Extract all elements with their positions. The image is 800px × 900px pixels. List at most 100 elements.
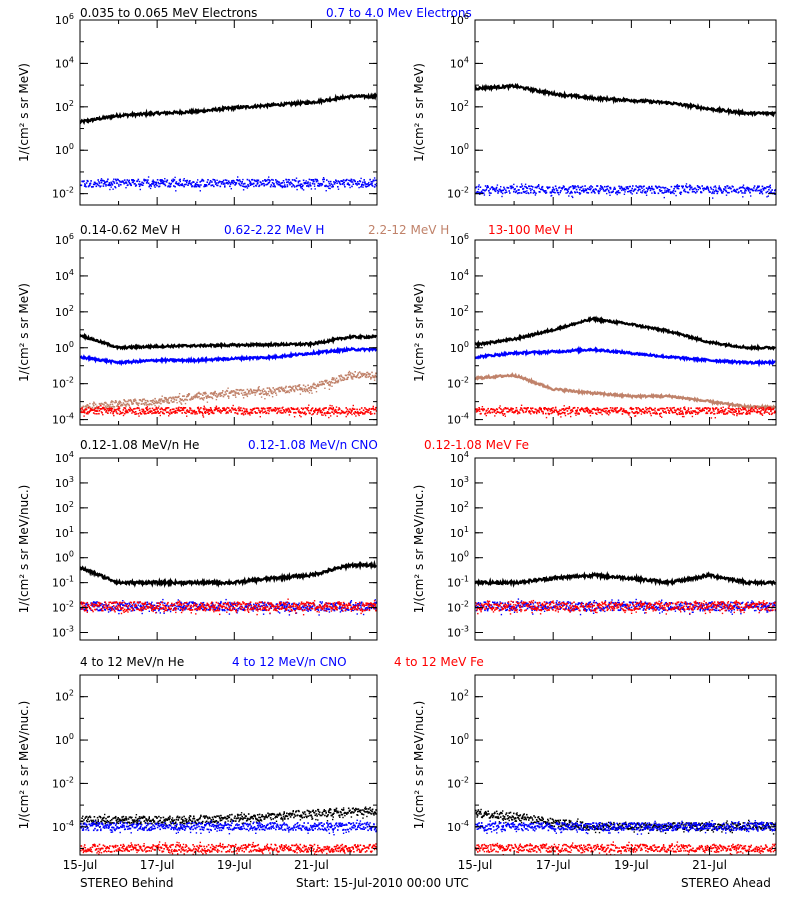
point [538, 606, 540, 608]
point [372, 405, 374, 408]
point [142, 409, 145, 412]
point [233, 607, 236, 609]
point [348, 411, 351, 413]
point [355, 604, 357, 606]
point [515, 190, 518, 192]
point [113, 414, 115, 417]
point [299, 411, 302, 413]
point [584, 605, 586, 608]
point [130, 184, 132, 187]
point [290, 389, 292, 391]
point [514, 411, 516, 413]
point [194, 184, 196, 187]
point [477, 409, 480, 411]
point [361, 610, 364, 613]
point [375, 601, 377, 604]
point [483, 194, 486, 196]
point [309, 385, 312, 388]
point [212, 178, 214, 181]
point [697, 413, 699, 415]
point [200, 607, 203, 610]
point [179, 178, 181, 181]
point [728, 410, 731, 413]
point [113, 410, 116, 412]
point [216, 179, 218, 181]
point [330, 608, 333, 610]
point [125, 409, 127, 411]
point [296, 605, 298, 607]
point [294, 606, 296, 608]
point [242, 601, 244, 603]
point [757, 411, 760, 413]
point [253, 182, 255, 185]
point [100, 181, 103, 184]
point [588, 412, 590, 414]
point [526, 190, 528, 192]
point [255, 604, 258, 606]
point [128, 409, 130, 411]
point [263, 604, 265, 606]
point [597, 605, 599, 608]
point [169, 396, 172, 399]
point [370, 607, 373, 610]
point [360, 608, 363, 610]
point [694, 192, 697, 194]
point [280, 602, 282, 604]
point [277, 611, 280, 613]
point [165, 607, 167, 609]
point [342, 376, 344, 379]
point [158, 605, 160, 607]
point [231, 604, 234, 606]
point [691, 415, 694, 418]
point [362, 608, 364, 611]
point [289, 183, 291, 186]
point [629, 185, 631, 188]
point [155, 412, 157, 414]
point [770, 192, 773, 194]
point [285, 408, 287, 410]
point [545, 601, 548, 604]
point [496, 189, 499, 192]
point [358, 183, 360, 185]
point [567, 190, 569, 193]
point [198, 184, 200, 186]
point [641, 187, 643, 190]
point [354, 180, 356, 183]
point [323, 605, 325, 607]
point [749, 409, 751, 412]
point [137, 608, 139, 610]
point [134, 606, 136, 609]
point [202, 609, 205, 612]
point [277, 606, 279, 609]
point [358, 603, 360, 605]
point [301, 188, 303, 190]
point [492, 601, 494, 603]
point [151, 407, 154, 410]
point [136, 407, 139, 409]
point [240, 603, 243, 606]
point [224, 179, 227, 181]
point [127, 604, 130, 607]
point [171, 604, 174, 607]
point [112, 181, 115, 183]
point [198, 608, 201, 611]
point [160, 180, 163, 182]
point [503, 186, 505, 189]
point [115, 605, 118, 607]
point [93, 408, 96, 411]
point [253, 606, 255, 608]
point [719, 188, 722, 190]
point [198, 391, 200, 394]
point [275, 179, 277, 181]
point [304, 602, 307, 605]
point [673, 192, 675, 195]
point [483, 408, 486, 411]
point [499, 609, 502, 611]
point [120, 402, 122, 404]
point [96, 608, 98, 610]
point [567, 607, 570, 610]
point [258, 608, 260, 610]
point [497, 192, 499, 194]
point [366, 373, 368, 376]
point [617, 411, 619, 413]
